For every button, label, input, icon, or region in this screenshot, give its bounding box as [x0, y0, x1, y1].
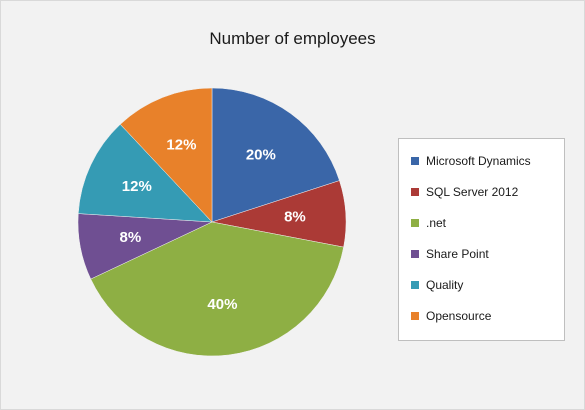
data-label-net: 40% [207, 296, 237, 313]
legend-swatch [411, 281, 419, 289]
legend: Microsoft Dynamics SQL Server 2012 .net Sha… [398, 138, 565, 341]
pie-slice-opensource [119, 87, 213, 223]
legend-label: Share Point [426, 247, 489, 261]
legend-item-opensource: Opensource [411, 308, 491, 324]
legend-item-net: .net [411, 215, 446, 231]
legend-swatch [411, 250, 419, 258]
legend-label: SQL Server 2012 [426, 185, 519, 199]
legend-label: Microsoft Dynamics [426, 154, 531, 168]
data-label-sql-server-2012: 8% [284, 208, 306, 225]
legend-swatch [411, 157, 419, 165]
legend-label: Quality [426, 278, 464, 292]
pie-slice-microsoft-dynamics [211, 87, 340, 223]
legend-item-share-point: Share Point [411, 246, 489, 262]
pie-slice-quality [77, 123, 213, 223]
legend-item-microsoft-dynamics: Microsoft Dynamics [411, 153, 531, 169]
legend-label: .net [426, 216, 447, 230]
legend-swatch [411, 219, 419, 227]
pie-slice-net [90, 221, 344, 357]
legend-label: Opensource [426, 309, 492, 323]
data-label-quality: 12% [122, 178, 152, 195]
legend-swatch [411, 188, 419, 196]
legend-item-sql-server-2012: SQL Server 2012 [411, 184, 518, 200]
chart-title: Number of employees [209, 29, 376, 48]
legend-item-quality: Quality [411, 277, 463, 293]
legend-swatch [411, 312, 419, 320]
data-label-microsoft-dynamics: 20% [246, 146, 276, 163]
data-label-opensource: 12% [166, 136, 196, 153]
data-label-share-point: 8% [120, 229, 142, 246]
